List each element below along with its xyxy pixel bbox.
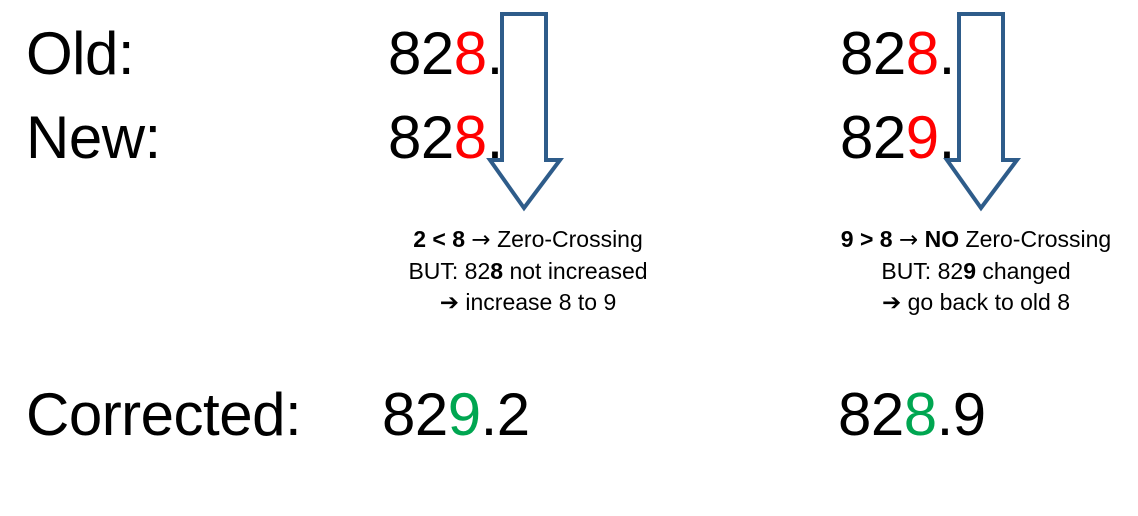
left-corrected-value: 829.2: [382, 385, 530, 445]
bold-right-arrow-glyph-icon: ➔: [881, 290, 902, 316]
annotation-left-line2-pre: BUT: 82: [408, 258, 491, 284]
left-corrected-suffix: .2: [480, 381, 531, 448]
annotation-left-line3: ➔ increase 8 to 9: [383, 287, 673, 319]
right-corrected-highlight-digit: 8: [903, 381, 937, 448]
bold-right-arrow-glyph-icon: ➔: [439, 290, 459, 316]
left-new-prefix: 82: [388, 104, 454, 171]
annotation-left-line1: 2 < 8 → Zero-Crossing: [383, 224, 673, 256]
annotation-left-line1-bold: 2 < 8: [413, 226, 465, 252]
annotation-left: 2 < 8 → Zero-Crossing BUT: 828 not incre…: [383, 224, 673, 319]
right-arrow-glyph-icon: →: [898, 227, 919, 253]
right-old-prefix: 82: [840, 20, 906, 87]
annotation-left-line2-bold: 8: [490, 258, 504, 284]
annotation-left-line2-post: not increased: [503, 258, 648, 284]
annotation-left-line1-rest: Zero-Crossing: [497, 226, 643, 252]
right-corrected-value: 828.9: [838, 385, 986, 445]
annotation-right: 9 > 8 → NO Zero-Crossing BUT: 829 change…: [826, 224, 1126, 319]
annotation-right-line1: 9 > 8 → NO Zero-Crossing: [826, 224, 1126, 256]
annotation-right-line2: BUT: 829 changed: [826, 256, 1126, 287]
annotation-right-line2-bold: 9: [963, 258, 976, 284]
label-corrected: Corrected:: [26, 381, 302, 448]
left-corrected-highlight-digit: 9: [447, 381, 481, 448]
left-new-highlight-digit: 8: [453, 104, 487, 171]
annotation-right-line1-rest: Zero-Crossing: [965, 226, 1112, 252]
annotation-right-line1-bold2: NO: [924, 226, 960, 252]
label-old: Old:: [26, 20, 135, 87]
right-arrow-glyph-icon: →: [471, 227, 491, 253]
annotation-left-line3-rest: increase 8 to 9: [465, 289, 617, 315]
annotation-left-line2: BUT: 828 not increased: [383, 256, 673, 287]
label-new: New:: [26, 104, 161, 171]
annotation-right-line2-pre: BUT: 82: [881, 258, 964, 284]
down-arrow-right-icon: [943, 12, 1021, 212]
right-corrected-suffix: .9: [936, 381, 987, 448]
annotation-right-line3-rest: go back to old 8: [907, 289, 1071, 315]
right-new-prefix: 82: [840, 104, 906, 171]
left-old-highlight-digit: 8: [453, 20, 487, 87]
annotation-right-line1-bold: 9 > 8: [840, 226, 893, 252]
annotation-right-line3: ➔ go back to old 8: [826, 287, 1126, 319]
left-corrected-prefix: 82: [382, 381, 448, 448]
left-old-prefix: 82: [388, 20, 454, 87]
right-new-highlight-digit: 9: [905, 104, 939, 171]
right-corrected-prefix: 82: [838, 381, 904, 448]
annotation-right-line2-post: changed: [975, 258, 1071, 284]
right-old-highlight-digit: 8: [905, 20, 939, 87]
down-arrow-left-icon: [486, 12, 564, 212]
